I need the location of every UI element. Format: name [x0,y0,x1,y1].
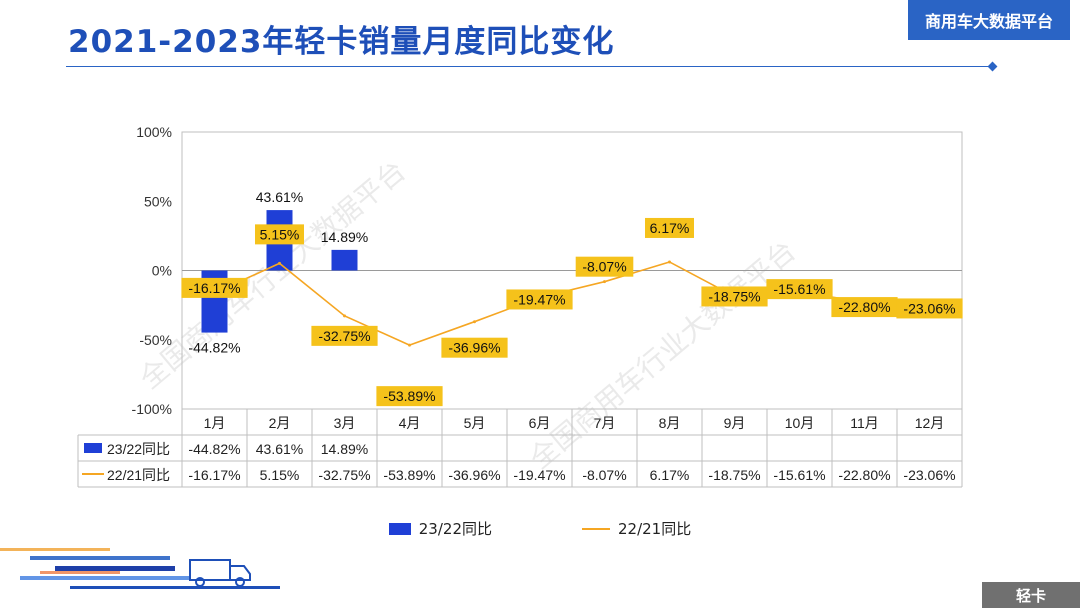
section-tag: 轻卡 [982,582,1080,608]
y-tick-label: -100% [132,401,172,417]
table-row-header: 23/22同比 [107,441,170,457]
line-data-label: -22.80% [838,299,890,315]
table-cell: 6.17% [650,467,690,483]
bar-data-label: 14.89% [321,229,368,245]
line-label-box [441,337,508,358]
line-data-label: -8.07% [582,259,626,275]
line-data-label: -53.89% [383,388,435,404]
x-tick-label: 6月 [529,415,551,431]
x-tick-label: 10月 [785,415,815,431]
legend-label: 22/21同比 [618,520,692,538]
table-cell: 43.61% [256,441,303,457]
line-label-box [701,286,768,307]
table-cell: -18.75% [708,467,760,483]
table-cell: -32.75% [318,467,370,483]
y-tick-label: 50% [144,193,172,209]
line-data-label: -18.75% [708,288,760,304]
table-cell: -22.80% [838,467,890,483]
table-cell: -53.89% [383,467,435,483]
line-data-label: -16.17% [188,280,240,296]
table-cell: -8.07% [582,467,626,483]
x-tick-label: 5月 [464,415,486,431]
x-tick-label: 9月 [724,415,746,431]
line-data-label: -36.96% [448,340,500,356]
legend-label: 23/22同比 [418,520,492,538]
x-tick-label: 8月 [659,415,681,431]
line-label-box [766,279,833,300]
line-data-label: 5.15% [260,226,300,242]
legend-item-bar: 23/22同比 [388,518,492,539]
line-data-label: -32.75% [318,328,370,344]
table-cell: -16.17% [188,467,240,483]
line-point [603,280,606,284]
table-cell: 5.15% [260,467,300,483]
legend-line-swatch-icon [582,527,610,530]
line-label-box [896,298,963,319]
line-point [408,343,411,347]
bar-data-label: 43.61% [256,189,303,205]
line-label-box [181,277,248,298]
line-point [278,261,281,265]
x-tick-label: 12月 [915,415,945,431]
x-tick-label: 2月 [269,415,291,431]
line-label-box [376,386,443,407]
table-cell: -15.61% [773,467,825,483]
line-data-label: 6.17% [650,220,690,236]
y-tick-label: 100% [136,124,172,140]
line-point [343,314,346,318]
line-label-box [575,256,634,277]
line-label-box [311,325,378,346]
line-point [668,260,671,264]
bar [331,249,358,271]
x-tick-label: 1月 [204,415,226,431]
x-tick-label: 4月 [399,415,421,431]
legend-bar-swatch-icon [388,522,411,535]
line-point [473,320,476,324]
brand-badge: 商用车大数据平台 [908,0,1070,40]
legend-item-line: 22/21同比 [582,518,691,539]
line-label-box [645,217,694,238]
line-data-label: -23.06% [903,300,955,316]
line-label-box [506,289,573,310]
table-bar-key-icon [84,443,102,453]
table-cell: -19.47% [513,467,565,483]
line-data-label: -15.61% [773,281,825,297]
line-label-box [831,297,898,318]
table-cell: -44.82% [188,441,240,457]
chart-legend: 23/22同比 22/21同比 [0,518,1080,539]
title-divider [66,66,994,67]
y-tick-label: 0% [152,263,172,279]
x-tick-label: 11月 [850,415,879,431]
table-cell: -23.06% [903,467,955,483]
x-tick-label: 3月 [334,415,356,431]
line-data-label: -19.47% [513,291,565,307]
table-cell: 14.89% [321,441,368,457]
line-label-box [255,224,304,245]
bar-data-label: -44.82% [188,340,240,356]
table-cell: -36.96% [448,467,500,483]
y-tick-label: -50% [139,332,172,348]
x-tick-label: 7月 [594,415,616,431]
page-title: 2021-2023年轻卡销量月度同比变化 [68,24,615,60]
table-row-header: 22/21同比 [107,467,170,483]
